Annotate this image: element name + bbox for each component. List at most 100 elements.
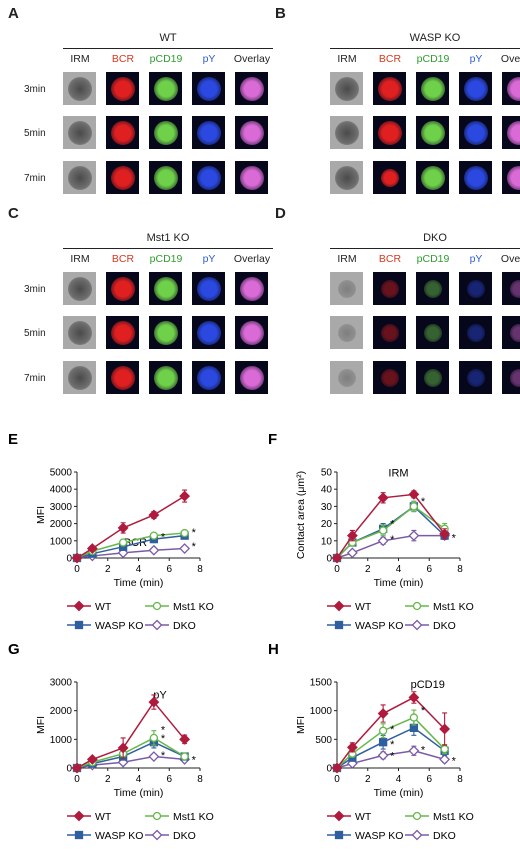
column-label: pY: [469, 53, 483, 65]
cell-signal: [67, 365, 92, 390]
legend-label: DKO: [173, 830, 196, 842]
y-tick-label: 5000: [50, 468, 73, 479]
significance-star: *: [161, 750, 166, 762]
data-point: [152, 811, 162, 821]
micrograph-tile: [149, 316, 182, 349]
legend-label: WASP KO: [355, 620, 403, 632]
micrograph-tile: [502, 272, 520, 305]
cell-signal: [67, 320, 92, 345]
header-rule: [63, 48, 273, 49]
micrograph-tile: [373, 361, 406, 394]
micrograph-tile: [63, 116, 96, 149]
data-point: [180, 528, 189, 538]
cell-signal: [506, 165, 520, 190]
legend-label: Mst1 KO: [173, 601, 214, 613]
y-axis-label: MFI: [295, 716, 307, 734]
legend-entry: WT: [67, 600, 112, 613]
significance-star: *: [390, 519, 395, 531]
data-point: [179, 490, 191, 502]
cell-signal: [509, 368, 520, 387]
cell-signal: [239, 320, 264, 345]
significance-star: *: [390, 534, 395, 546]
legend-entry: Mst1 KO: [405, 601, 474, 613]
panel-title: Mst1 KO: [146, 232, 190, 244]
cell-signal: [337, 279, 356, 298]
series-wt: [71, 694, 191, 774]
micrograph-tile: [416, 316, 449, 349]
micrograph-tile: [235, 116, 268, 149]
significance-star: *: [452, 532, 457, 544]
data-point: [408, 692, 420, 703]
x-tick-label: 8: [457, 774, 463, 785]
y-axis-label: Contact area (μm²): [295, 471, 307, 559]
data-point: [148, 751, 160, 762]
data-point: [411, 619, 423, 631]
data-point: [86, 753, 98, 765]
micrograph-tile: [416, 272, 449, 305]
micrograph-tile: [416, 161, 449, 194]
column-label: Overlay: [233, 53, 271, 65]
significance-star: *: [161, 532, 166, 544]
column-label: pCD19: [416, 53, 450, 65]
significance-star: *: [421, 496, 426, 508]
cell-signal: [420, 165, 445, 190]
x-tick-label: 0: [74, 564, 80, 575]
line-chart: E 0 1000 2000 3000 4000 5000 0 2 4 6 8 Time (min) MFI…: [8, 431, 214, 632]
cell-signal: [377, 120, 402, 145]
micrograph-tile: [106, 72, 139, 105]
x-tick-label: 8: [197, 774, 203, 785]
cell-signal: [196, 365, 221, 390]
data-point: [149, 531, 159, 540]
x-tick-label: 6: [426, 774, 432, 785]
legend-label: WASP KO: [355, 830, 403, 842]
cell-signal: [463, 165, 488, 190]
legend-label: Mst1 KO: [433, 601, 474, 613]
cell-signal: [423, 368, 442, 387]
data-point: [74, 620, 84, 630]
series-mst1-ko: [332, 709, 449, 773]
cell-signal: [67, 120, 92, 145]
micrograph-tile: [373, 72, 406, 105]
row-label: 3min: [24, 284, 46, 295]
cell-signal: [239, 120, 264, 145]
legend-entry: DKO: [145, 619, 196, 632]
series-wt: [331, 488, 451, 564]
panel-title: WASP KO: [409, 32, 461, 44]
legend-label: WT: [95, 811, 112, 823]
legend-entry: WASP KO: [327, 620, 403, 632]
x-tick-label: 2: [105, 564, 111, 575]
micrograph-tile: [63, 272, 96, 305]
x-tick-label: 4: [396, 774, 402, 785]
panel-letter: F: [268, 431, 277, 448]
x-tick-label: 4: [136, 564, 142, 575]
panel-letter: A: [8, 5, 19, 22]
row-label: 5min: [24, 128, 46, 139]
cell-signal: [423, 323, 442, 342]
micrograph-tile: [330, 361, 363, 394]
cell-signal: [239, 276, 264, 301]
cell-signal: [509, 323, 520, 342]
cell-signal: [153, 276, 178, 301]
data-point: [377, 749, 389, 761]
y-tick-label: 30: [321, 502, 333, 513]
column-label: pCD19: [149, 53, 183, 65]
cell-signal: [466, 368, 485, 387]
series-wasp-ko: [72, 735, 189, 773]
data-point: [412, 601, 422, 611]
cell-signal: [110, 320, 135, 345]
micrograph-tile: [416, 361, 449, 394]
chart-annotation: pY: [153, 689, 167, 701]
cell-signal: [377, 76, 402, 101]
y-tick-label: 20: [321, 519, 333, 530]
micrograph-tile: [502, 316, 520, 349]
cell-signal: [196, 320, 221, 345]
legend-entry: DKO: [145, 829, 196, 842]
y-tick-label: 0: [66, 554, 72, 565]
legend-label: WT: [355, 601, 372, 613]
x-tick-label: 8: [197, 564, 203, 575]
data-point: [117, 522, 129, 534]
x-tick-label: 0: [74, 774, 80, 785]
data-point: [408, 745, 420, 757]
cell-signal: [380, 279, 399, 298]
column-label: pCD19: [149, 253, 183, 265]
